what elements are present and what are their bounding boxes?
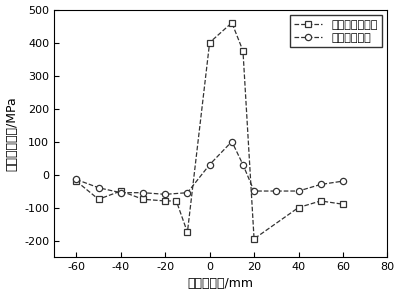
超声冲击处理 (230, 140, 234, 143)
Line: 原始常规焊接件: 原始常规焊接件 (73, 20, 346, 242)
Legend: 原始常规焊接件, 超声冲击处理: 原始常规焊接件, 超声冲击处理 (290, 15, 382, 47)
超声冲击处理 (318, 183, 323, 186)
原始常规焊接件 (174, 199, 179, 203)
超声冲击处理 (207, 163, 212, 166)
原始常规焊接件 (340, 202, 345, 206)
超声冲击处理 (140, 191, 145, 194)
原始常规焊接件 (96, 197, 101, 201)
超声冲击处理 (252, 189, 256, 193)
原始常规焊接件 (163, 199, 168, 203)
超声冲击处理 (163, 193, 168, 196)
超声冲击处理 (240, 163, 245, 166)
Y-axis label: 纵向残余应力/MPa: 纵向残余应力/MPa (6, 96, 18, 171)
原始常规焊接件 (74, 179, 79, 183)
X-axis label: 距中心距离/mm: 距中心距离/mm (188, 277, 254, 290)
原始常规焊接件 (318, 199, 323, 203)
原始常规焊接件 (207, 41, 212, 44)
原始常规焊接件 (252, 237, 256, 241)
原始常规焊接件 (140, 197, 145, 201)
原始常规焊接件 (230, 21, 234, 25)
超声冲击处理 (118, 191, 123, 194)
超声冲击处理 (74, 178, 79, 181)
超声冲击处理 (296, 189, 301, 193)
原始常规焊接件 (240, 49, 245, 53)
Line: 超声冲击处理: 超声冲击处理 (73, 139, 346, 197)
超声冲击处理 (340, 179, 345, 183)
原始常规焊接件 (118, 189, 123, 193)
原始常规焊接件 (296, 206, 301, 209)
超声冲击处理 (96, 186, 101, 189)
超声冲击处理 (274, 189, 279, 193)
原始常规焊接件 (185, 231, 190, 234)
超声冲击处理 (185, 191, 190, 194)
